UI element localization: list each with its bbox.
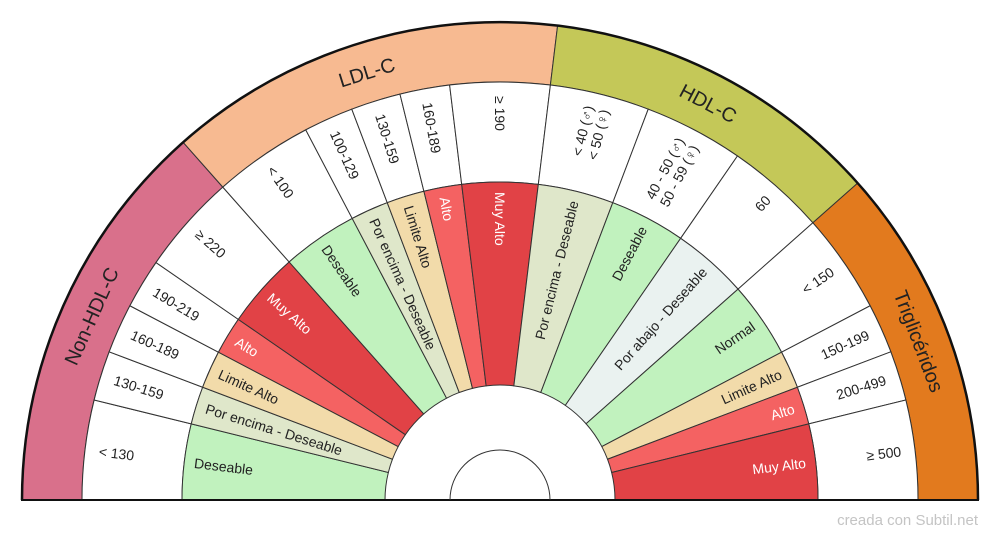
range-label-non-hdl-c-1-line-1: < 130 — [98, 443, 135, 463]
range-label-trigliceridos-4-line-1: ≥ 500 — [865, 443, 902, 463]
credit-text: creada con Subtil.net — [837, 512, 979, 529]
category-label-trigliceridos-4-line-1: Muy Alto — [751, 455, 806, 477]
category-label-trigliceridos-3: Alto — [769, 401, 797, 424]
range-label-ldl-c-5: ≥ 190 — [492, 96, 508, 131]
category-label-ldl-c-4-line-1: Alto — [437, 196, 457, 223]
center-hole — [449, 449, 551, 501]
category-label-ldl-c-5-line-1: Muy Alto — [492, 192, 508, 246]
range-label-hdl-c-1: < 40 (♂)< 50 (♀) — [569, 104, 612, 162]
range-label-trigliceridos-4: ≥ 500 — [865, 443, 902, 463]
chart-segments — [21, 21, 979, 501]
category-label-non-hdl-c-1: Deseable — [193, 455, 254, 478]
category-label-non-hdl-c-1-line-1: Deseable — [193, 455, 254, 478]
category-label-ldl-c-4: Alto — [437, 196, 457, 223]
category-label-trigliceridos-3-line-1: Alto — [769, 401, 797, 424]
outer-arc — [20, 20, 980, 501]
range-label-non-hdl-c-1: < 130 — [98, 443, 135, 463]
category-label-trigliceridos-4: Muy Alto — [751, 455, 806, 477]
range-label-ldl-c-5-line-1: ≥ 190 — [492, 96, 508, 131]
category-label-ldl-c-5: Muy Alto — [492, 192, 508, 246]
